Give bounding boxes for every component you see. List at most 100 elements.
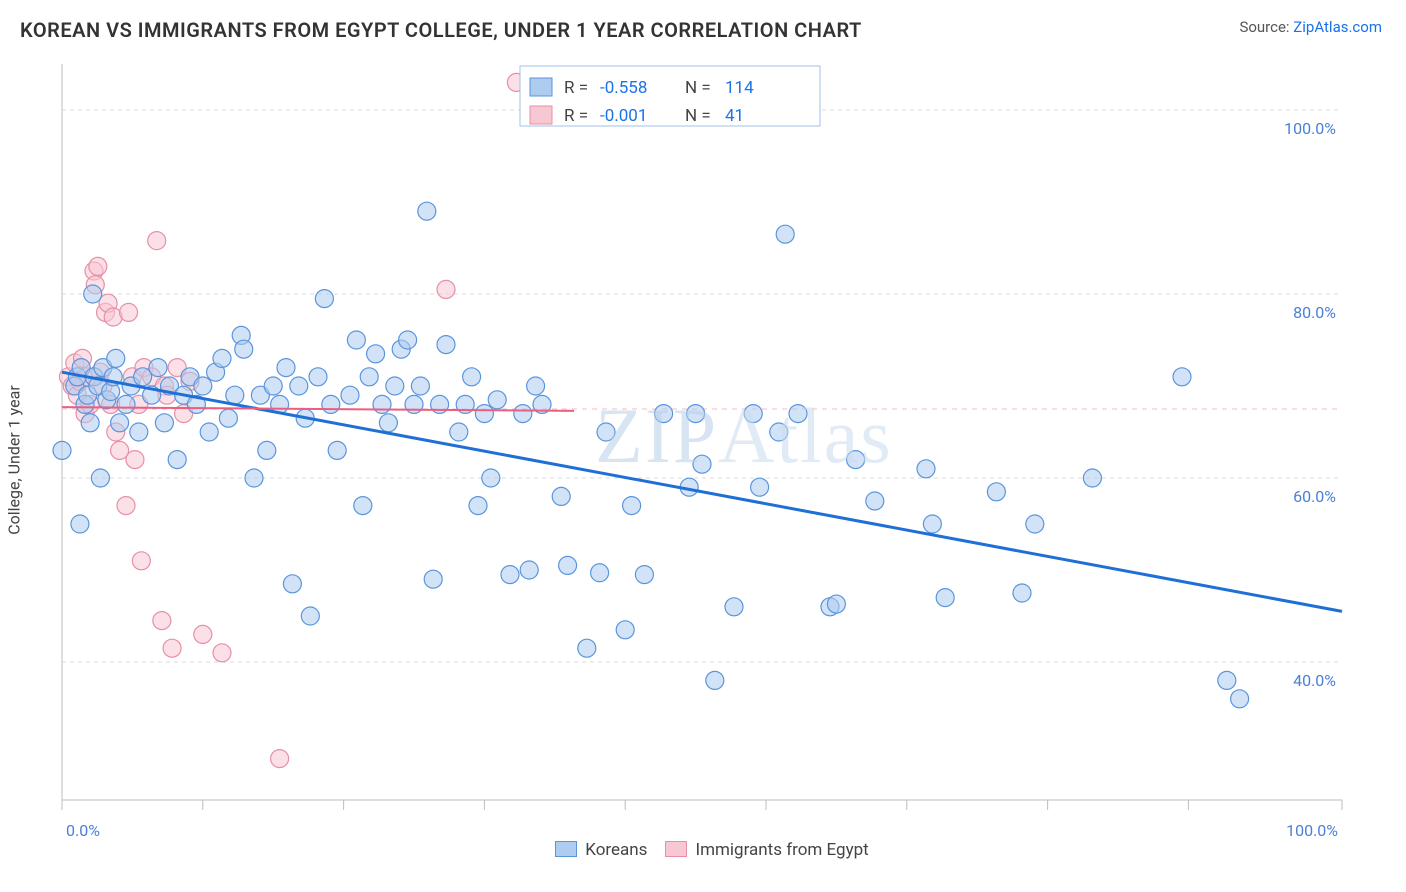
data-point [213, 644, 231, 662]
data-point [235, 340, 253, 358]
y-tick-label: 80.0% [1293, 303, 1336, 322]
data-point [1173, 368, 1191, 386]
data-point [866, 492, 884, 510]
data-point [559, 556, 577, 574]
data-point [386, 377, 404, 395]
data-point [153, 612, 171, 630]
data-point [616, 621, 634, 639]
data-point [527, 377, 545, 395]
legend-n-value: 114 [725, 78, 754, 98]
data-point [163, 639, 181, 657]
data-point [373, 395, 391, 413]
x-max-label: 100.0% [1286, 821, 1338, 840]
data-point [450, 423, 468, 441]
series-legend: Koreans Immigrants from Egypt [20, 840, 1386, 860]
data-point [501, 566, 519, 584]
data-point [847, 451, 865, 469]
data-point [213, 349, 231, 367]
data-point [623, 497, 641, 515]
data-point [418, 202, 436, 220]
data-point [315, 290, 333, 308]
data-point [111, 414, 129, 432]
data-point [155, 414, 173, 432]
legend-n-label: N = [685, 78, 711, 98]
data-point [91, 469, 109, 487]
data-point [655, 405, 673, 423]
data-point [290, 377, 308, 395]
data-point [148, 232, 166, 250]
data-point [488, 391, 506, 409]
data-point [53, 441, 71, 459]
data-point [149, 359, 167, 377]
data-point [827, 595, 845, 613]
data-point [520, 561, 538, 579]
data-point [693, 455, 711, 473]
data-point [277, 359, 295, 377]
data-point [309, 368, 327, 386]
data-point [1218, 671, 1236, 689]
x-min-label: 0.0% [66, 821, 100, 840]
data-point [107, 349, 125, 367]
data-point [725, 598, 743, 616]
data-point [744, 405, 762, 423]
legend-r-value: -0.558 [600, 78, 647, 98]
source-link[interactable]: ZipAtlas.com [1293, 18, 1382, 36]
data-point [360, 368, 378, 386]
data-point [469, 497, 487, 515]
data-point [367, 345, 385, 363]
data-point [283, 575, 301, 593]
data-point [482, 469, 500, 487]
data-point [328, 441, 346, 459]
data-point [936, 589, 954, 607]
data-point [1083, 469, 1101, 487]
data-point [271, 750, 289, 768]
data-point [219, 409, 237, 427]
data-point [347, 331, 365, 349]
data-point [1026, 515, 1044, 533]
data-point [117, 497, 135, 515]
legend-series-label: Koreans [585, 840, 647, 860]
data-point [635, 566, 653, 584]
data-point [591, 564, 609, 582]
legend-n-label: N = [685, 106, 711, 126]
data-point [597, 423, 615, 441]
y-tick-label: 60.0% [1293, 487, 1336, 506]
legend-series-label: Immigrants from Egypt [695, 840, 868, 860]
data-point [789, 405, 807, 423]
data-point [437, 336, 455, 354]
source-prefix: Source: [1239, 18, 1293, 36]
data-point [514, 405, 532, 423]
source-attribution: Source: ZipAtlas.com [1239, 18, 1382, 36]
data-point [706, 671, 724, 689]
data-point [301, 607, 319, 625]
data-point [81, 414, 99, 432]
data-point [751, 478, 769, 496]
data-point [424, 570, 442, 588]
data-point [226, 386, 244, 404]
legend-swatch [665, 841, 687, 857]
y-axis-label: College, Under 1 year [5, 385, 24, 535]
data-point [987, 483, 1005, 501]
legend-r-label: R = [564, 78, 588, 98]
data-point [132, 552, 150, 570]
data-point [194, 625, 212, 643]
scatter-chart: 40.0%60.0%80.0%100.0%R =-0.558N =114R =-… [20, 56, 1350, 868]
data-point [463, 368, 481, 386]
data-point [126, 451, 144, 469]
data-point [379, 414, 397, 432]
data-point [264, 377, 282, 395]
data-point [578, 639, 596, 657]
data-point [687, 405, 705, 423]
data-point [120, 303, 138, 321]
data-point [322, 395, 340, 413]
data-point [117, 395, 135, 413]
data-point [923, 515, 941, 533]
legend-swatch [530, 106, 552, 124]
data-point [1231, 690, 1249, 708]
data-point [917, 460, 935, 478]
legend-r-label: R = [564, 106, 588, 126]
legend-n-value: 41 [725, 106, 744, 126]
data-point [776, 225, 794, 243]
y-tick-label: 100.0% [1284, 119, 1336, 138]
chart-title: KOREAN VS IMMIGRANTS FROM EGYPT COLLEGE,… [20, 18, 862, 42]
